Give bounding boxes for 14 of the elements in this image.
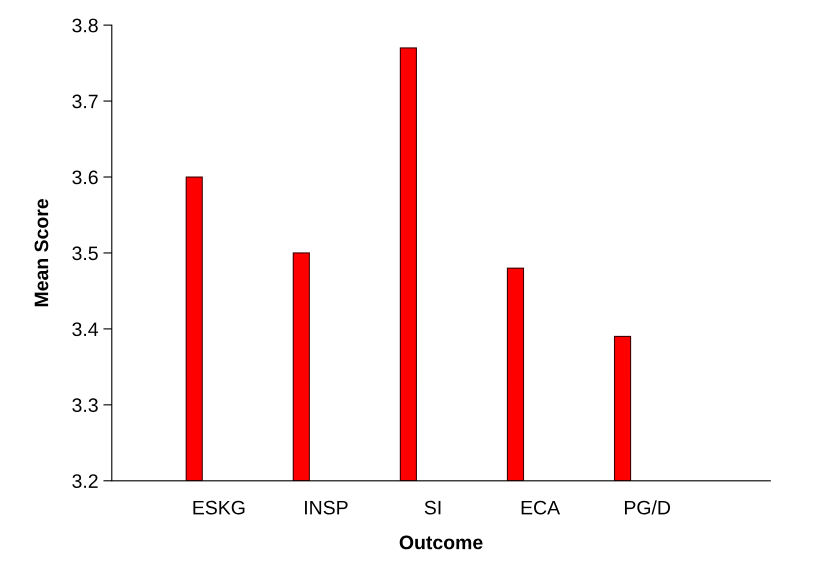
x-tick-label: ECA <box>522 500 560 515</box>
x-tick-label: SI <box>424 500 440 515</box>
y-axis-title: Mean Score <box>34 199 48 306</box>
y-tick-label: 3.8 <box>72 18 98 32</box>
y-tick-label: 3.7 <box>72 94 98 108</box>
y-tick-label: 3.6 <box>72 170 98 184</box>
y-tick-label: 3.3 <box>72 398 98 412</box>
x-axis-title: Outcome <box>400 536 483 550</box>
y-tick-label: 3.4 <box>72 322 98 336</box>
x-tick-label: ESKG <box>193 500 244 515</box>
x-tick-label: INSP <box>305 500 348 515</box>
x-tick-label: PG/D <box>624 500 670 515</box>
y-tick-label: 3.5 <box>72 246 98 260</box>
y-tick-label: 3.2 <box>72 474 98 488</box>
